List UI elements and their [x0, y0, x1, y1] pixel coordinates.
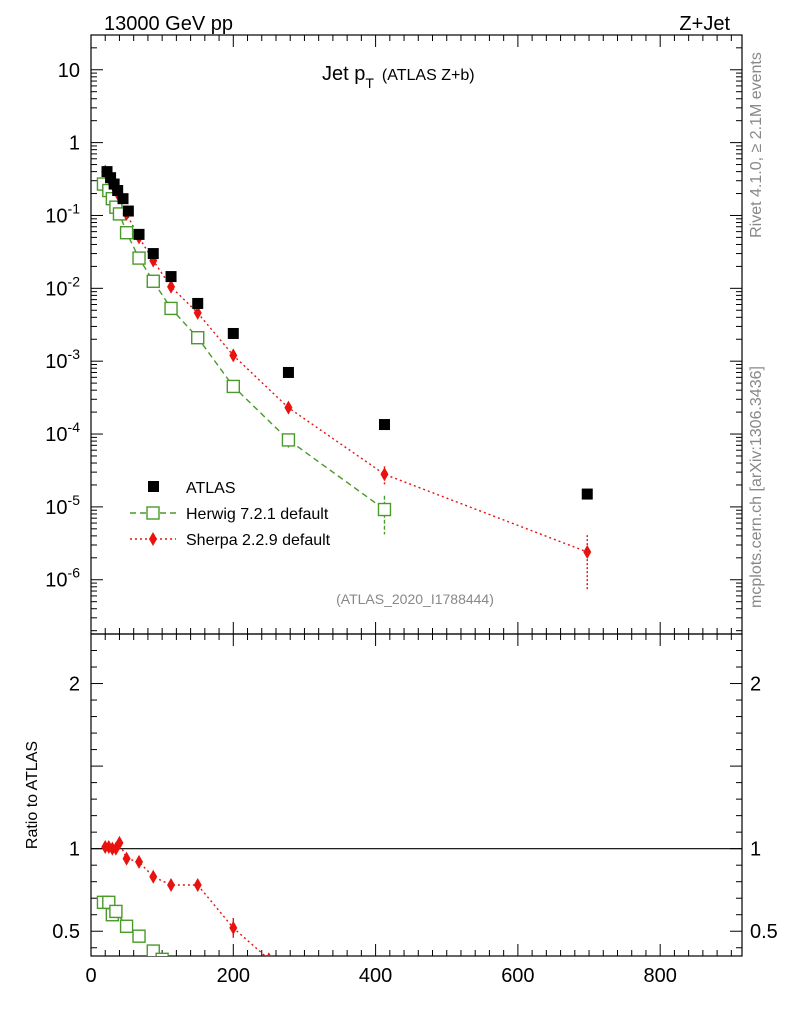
legend-label-atlas: ATLAS: [186, 480, 236, 497]
ratio-sherpa-point: [229, 920, 238, 935]
herwig-point: [226, 379, 240, 394]
herwig-point: [377, 502, 392, 517]
legend-marker-sherpa: [149, 532, 157, 546]
atlas-point: [105, 172, 117, 184]
ratio-herwig-point: [132, 929, 146, 943]
sherpa-point: [229, 348, 238, 363]
herwig-point: [132, 251, 146, 265]
herwig-point: [119, 226, 134, 240]
atlas-point: [227, 327, 239, 339]
header-process: Z+Jet: [679, 13, 730, 35]
ratio-herwig-point: [119, 919, 134, 933]
y-tick-label: 10-3: [45, 346, 80, 373]
x-tick-label: 800: [643, 965, 676, 987]
ratio-sherpa-point: [193, 877, 202, 892]
atlas-point: [282, 366, 294, 378]
atlas-point: [112, 185, 124, 197]
atlas-point: [581, 488, 593, 500]
y-tick-label: 10-2: [45, 273, 80, 300]
main-title-sub: T: [365, 75, 374, 91]
mcplots-label: mcplots.cern.ch [arXiv:1306.3436]: [748, 366, 765, 608]
ratio-sherpa-point: [115, 835, 124, 850]
ratio-sherpa-point: [149, 869, 158, 884]
x-tick-label: 200: [217, 965, 250, 987]
sherpa-point: [583, 545, 592, 560]
herwig-point: [281, 433, 296, 447]
rivet-version-label: Rivet 4.1.0, ≥ 2.1M events: [748, 52, 765, 238]
ratio-sherpa-point: [135, 854, 144, 869]
ratio-y-tick-label: 0.5: [52, 921, 80, 943]
y-tick-label: 10-6: [45, 565, 80, 592]
atlas-point: [165, 271, 177, 283]
ratio-y-tick-label: 1: [69, 839, 80, 861]
main-title-extra: (ATLAS Z+b): [382, 67, 475, 84]
x-tick-label: 0: [85, 965, 96, 987]
sherpa-point: [193, 305, 202, 320]
ratio-plot-panel: Ratio to ATLAS 0 200 400 600 800 0.5 0.5 1 1 2 2: [24, 633, 778, 987]
ratio-sherpa-point: [266, 952, 271, 956]
legend: ATLAS Herwig 7.2.1 default Sherpa 2.2.9 …: [130, 480, 331, 549]
main-plot-panel: Jet pT (ATLAS Z+b) (ATLAS_2020_I1788444) …: [45, 34, 743, 635]
atlas-point: [378, 419, 390, 431]
legend-marker-atlas: [148, 481, 159, 492]
ratio-y-tick-label: 2: [69, 674, 80, 696]
atlas-point: [192, 297, 204, 309]
ratio-y-tick-label-right: 1: [750, 839, 761, 861]
ratio-y-tick-label-right: 2: [750, 674, 761, 696]
herwig-line: [102, 183, 385, 511]
ratio-sherpa-line: [105, 841, 267, 956]
atlas-point: [122, 205, 134, 217]
ratio-herwig-point: [146, 944, 160, 956]
ratio-ylabel: Ratio to ATLAS: [24, 741, 41, 849]
sherpa-line: [104, 171, 588, 553]
ratio-series-group: [96, 835, 271, 956]
main-title: Jet pT (ATLAS Z+b): [322, 63, 475, 91]
analysis-watermark: (ATLAS_2020_I1788444): [336, 591, 494, 607]
y-tick-label: 1: [69, 133, 80, 155]
ratio-sherpa-point: [122, 851, 131, 866]
y-tick-label: 10: [58, 60, 80, 82]
herwig-point: [164, 301, 178, 316]
x-tick-label: 400: [359, 965, 392, 987]
ratio-herwig-point: [109, 904, 123, 919]
x-tick-label: 600: [501, 965, 534, 987]
ratio-y-tick-label-right: 0.5: [750, 921, 778, 943]
legend-label-sherpa: Sherpa 2.2.9 default: [186, 532, 331, 549]
sherpa-point: [284, 400, 293, 415]
sherpa-point: [167, 279, 176, 294]
legend-label-herwig: Herwig 7.2.1 default: [186, 506, 329, 523]
ratio-sherpa-point: [167, 877, 176, 892]
herwig-point: [191, 331, 205, 345]
main-title-main: Jet p: [322, 63, 365, 85]
y-tick-label: 10-5: [45, 492, 80, 519]
y-tick-label: 10-1: [45, 200, 80, 227]
ratio-frame: [90, 633, 743, 957]
atlas-point: [133, 228, 145, 240]
y-tick-label: 10-4: [45, 419, 80, 446]
ratio-herwig-point: [155, 952, 169, 956]
atlas-point: [117, 193, 129, 205]
header-energy: 13000 GeV pp: [104, 13, 233, 35]
herwig-point: [146, 274, 160, 288]
atlas-point: [147, 248, 159, 260]
atlas-point: [101, 166, 113, 178]
legend-marker-herwig: [146, 506, 160, 520]
atlas-point: [108, 178, 120, 190]
sherpa-point: [380, 467, 389, 482]
